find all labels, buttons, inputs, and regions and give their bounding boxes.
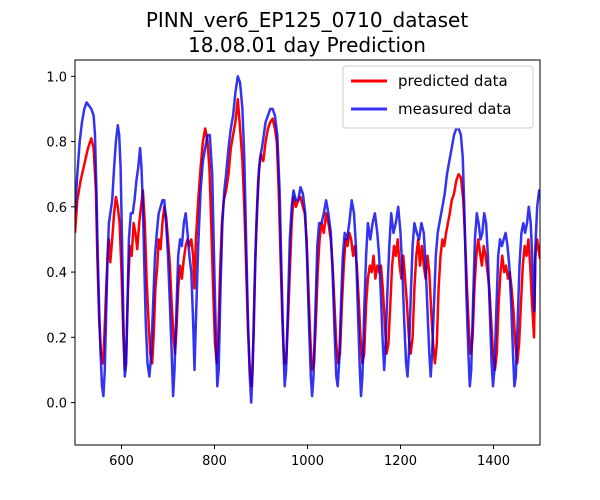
- x-tick-label: 1000: [291, 454, 324, 469]
- x-axis: 600 800 1000 1200 1400: [109, 445, 510, 469]
- plot-area: 600 800 1000 1200 1400 0.0 0.2 0.4 0.6 0.8 1.0: [46, 59, 541, 469]
- legend-label-predicted: predicted data: [398, 72, 508, 90]
- y-axis: 0.0 0.2 0.4 0.6 0.8 1.0: [46, 70, 75, 412]
- legend-label-measured: measured data: [398, 100, 512, 118]
- x-tick-label: 1200: [384, 454, 417, 469]
- x-tick-label: 800: [202, 454, 227, 469]
- chart-title-line-2: 18.08.01 day Prediction: [188, 33, 426, 57]
- legend: predicted data measured data: [342, 65, 534, 129]
- chart-title-line-1: PINN_ver6_EP125_0710_dataset: [146, 8, 469, 32]
- y-tick-label: 0.4: [46, 266, 67, 281]
- x-tick-label: 600: [109, 454, 134, 469]
- y-tick-label: 0.6: [46, 201, 67, 216]
- legend-box: [342, 65, 534, 129]
- series-line-measured: [75, 75, 540, 404]
- y-tick-label: 0.8: [46, 136, 67, 151]
- y-tick-label: 0.2: [46, 331, 67, 346]
- y-tick-label: 1.0: [46, 70, 67, 85]
- y-tick-label: 0.0: [46, 397, 67, 412]
- x-tick-label: 1400: [477, 454, 510, 469]
